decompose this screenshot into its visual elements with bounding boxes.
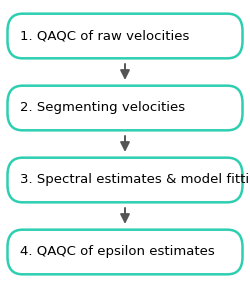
Text: 3. Spectral estimates & model fitting: 3. Spectral estimates & model fitting <box>20 173 250 187</box>
FancyBboxPatch shape <box>8 86 242 130</box>
FancyBboxPatch shape <box>8 14 242 58</box>
Text: 2. Segmenting velocities: 2. Segmenting velocities <box>20 101 185 115</box>
FancyBboxPatch shape <box>8 230 242 274</box>
FancyBboxPatch shape <box>8 158 242 202</box>
Text: 4. QAQC of epsilon estimates: 4. QAQC of epsilon estimates <box>20 245 215 259</box>
Text: 1. QAQC of raw velocities: 1. QAQC of raw velocities <box>20 29 190 43</box>
